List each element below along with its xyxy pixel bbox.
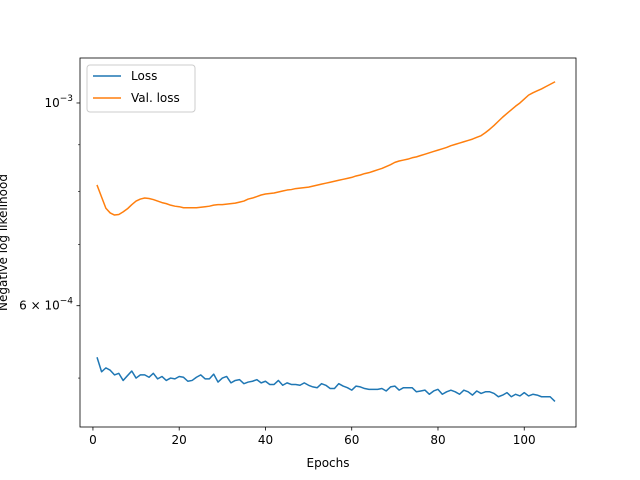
series-line-val-loss <box>96 81 556 216</box>
x-axis-ticks: 0 20 40 60 80 100 <box>89 427 536 447</box>
x-tick-label: 100 <box>513 433 536 447</box>
x-tick-label: 0 <box>89 433 97 447</box>
y-axis-label: Negative log likelihood <box>0 174 10 311</box>
x-tick-label: 20 <box>172 433 187 447</box>
x-tick-label: 80 <box>430 433 445 447</box>
x-axis-label: Epochs <box>307 456 350 470</box>
plot-frame <box>79 57 577 428</box>
legend-label-loss: Loss <box>131 69 157 83</box>
y-tick-label: 10−3 <box>44 94 73 110</box>
legend-label-val-loss: Val. loss <box>131 91 180 105</box>
legend: Loss Val. loss <box>86 64 196 113</box>
y-tick-label: 6 × 10−4 <box>19 297 73 313</box>
series-line-loss <box>96 357 556 403</box>
series-lines <box>96 81 556 403</box>
x-tick-label: 60 <box>344 433 359 447</box>
x-tick-label: 40 <box>258 433 273 447</box>
y-axis-ticks: 6 × 10−4 10−3 <box>19 94 80 379</box>
